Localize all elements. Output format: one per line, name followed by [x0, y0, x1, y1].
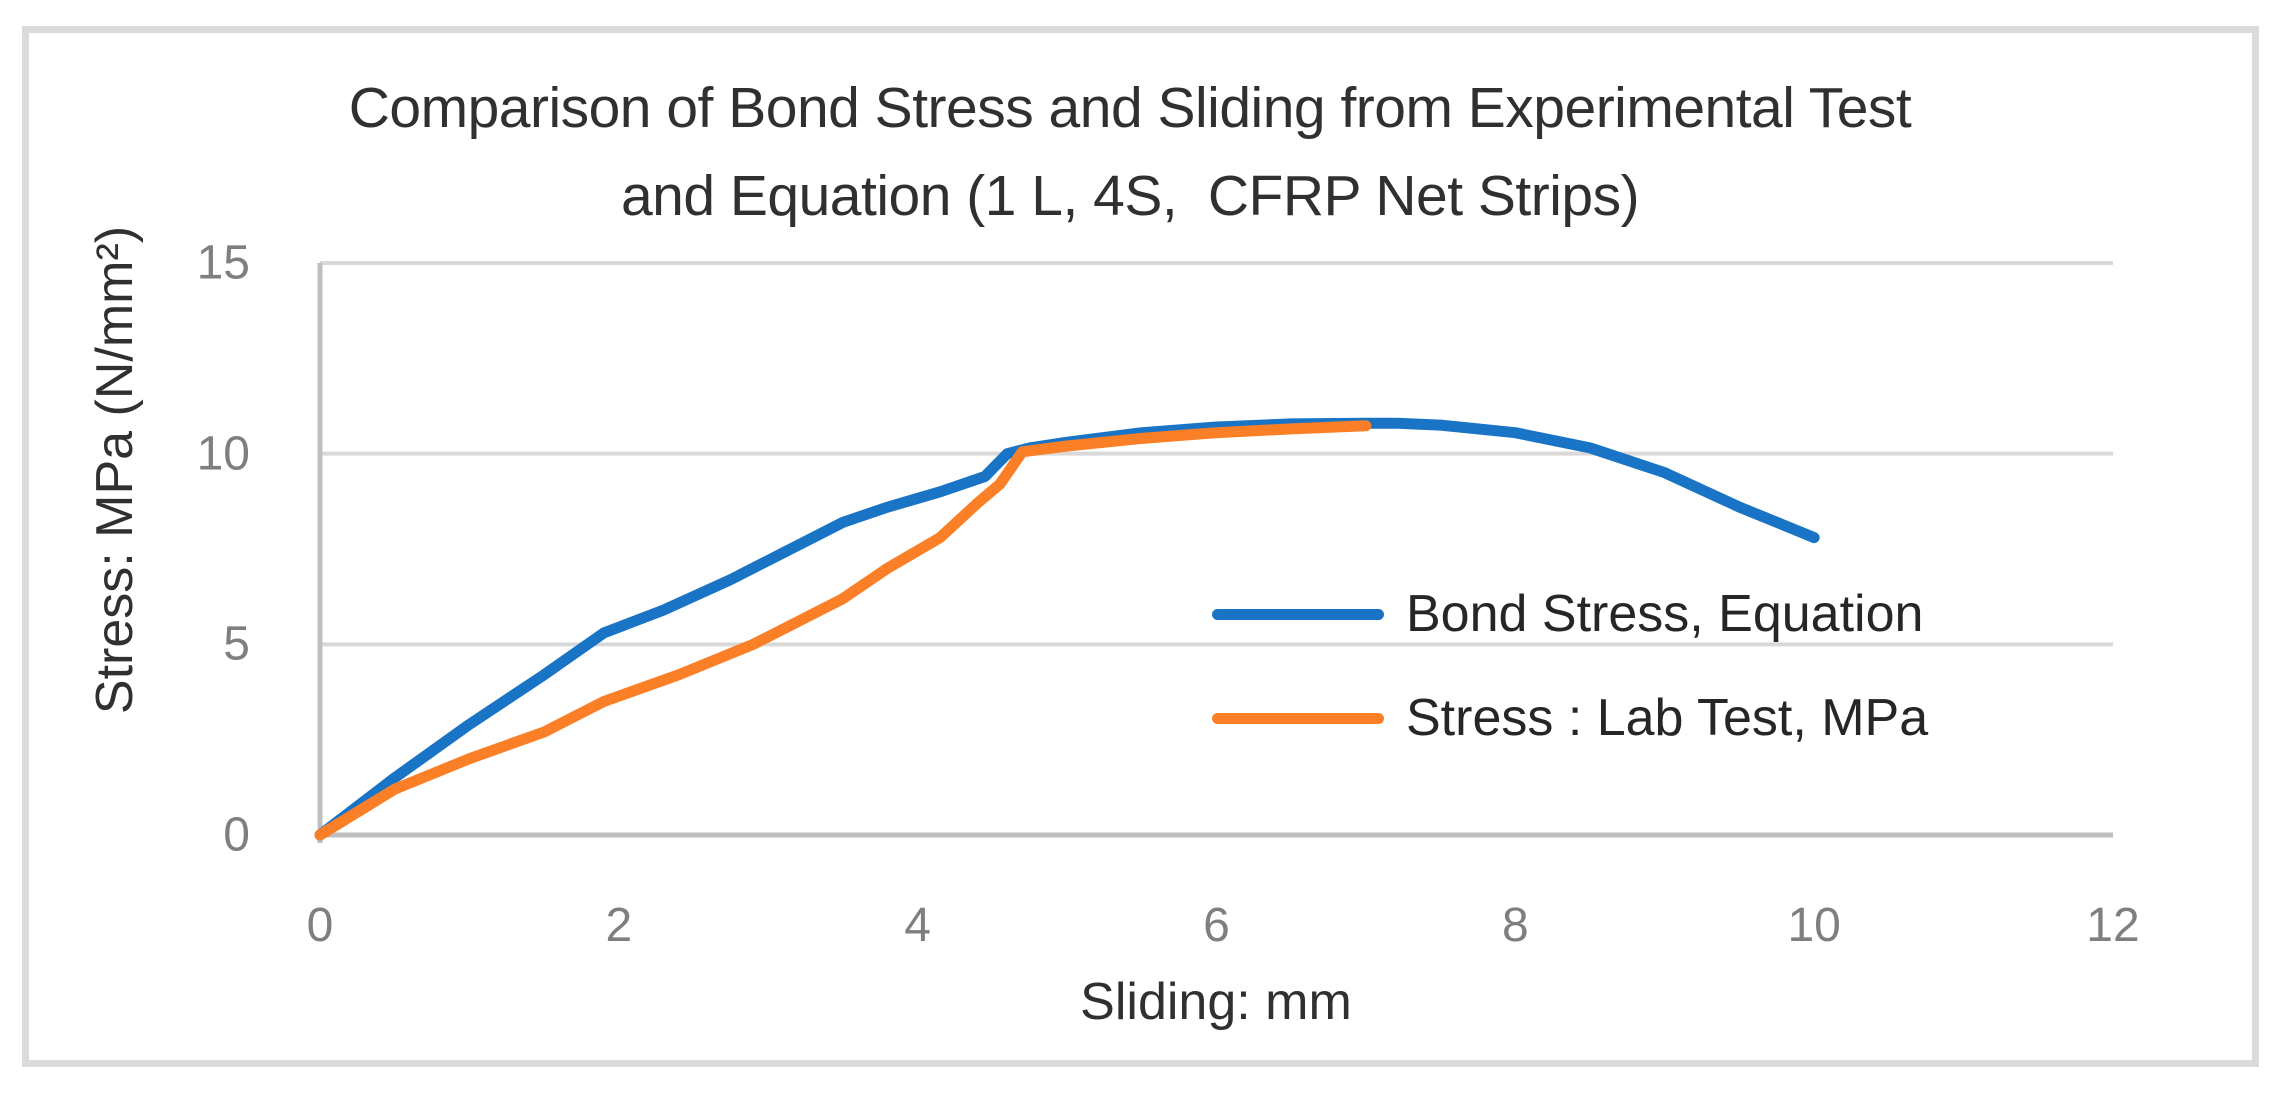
x-tick-label-10: 10 — [1787, 899, 1841, 952]
legend-label: Bond Stress, Equation — [1406, 585, 1924, 643]
y-tick-label-0: 0 — [223, 808, 250, 862]
legend-entry: Stress : Lab Test, MPa — [1212, 666, 1928, 770]
chart-title: Comparison of Bond Stress and Sliding fr… — [348, 76, 1912, 228]
x-tick-label-0: 0 — [306, 899, 334, 952]
x-tick-label-6: 6 — [1203, 899, 1230, 952]
chart-border-frame — [22, 26, 2259, 1067]
y-tick-label-15: 15 — [196, 236, 250, 290]
plot-area — [314, 261, 2113, 843]
legend-line-swatch — [1212, 712, 1384, 724]
x-axis-title: Sliding: mm — [1080, 973, 1352, 1031]
x-tick-label-2: 2 — [605, 899, 633, 952]
x-tick-label-12: 12 — [2086, 899, 2140, 952]
y-axis-title: Stress: MPa (N/mm²) — [86, 225, 144, 715]
legend-label: Stress : Lab Test, MPa — [1406, 689, 1929, 747]
x-tick-label-4: 4 — [904, 899, 932, 952]
legend-entry: Bond Stress, Equation — [1212, 562, 1928, 666]
y-tick-label-10: 10 — [196, 427, 250, 481]
y-tick-label-5: 5 — [223, 617, 250, 671]
legend: Bond Stress, Equation Stress : Lab Test, … — [1212, 562, 1928, 770]
x-tick-label-8: 8 — [1501, 899, 1529, 952]
legend-line-swatch — [1212, 608, 1384, 620]
series-line-stress-lab-test-mpa — [314, 420, 1372, 841]
